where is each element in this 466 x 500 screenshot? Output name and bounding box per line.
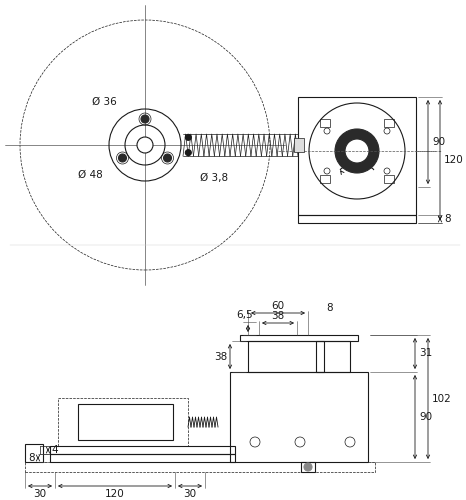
Bar <box>240 335 358 341</box>
Circle shape <box>141 115 149 123</box>
Text: 8: 8 <box>28 453 35 463</box>
Bar <box>248 341 350 372</box>
Bar <box>294 138 304 152</box>
Circle shape <box>185 134 192 140</box>
Circle shape <box>118 154 126 162</box>
Bar <box>320 175 330 183</box>
Text: 38: 38 <box>271 311 285 321</box>
Text: 30: 30 <box>184 489 197 499</box>
Text: 6,5: 6,5 <box>237 310 254 320</box>
Bar <box>58 398 188 446</box>
Bar <box>298 97 416 215</box>
Bar <box>384 119 394 127</box>
Text: 30: 30 <box>34 489 47 499</box>
Bar <box>25 462 375 472</box>
Text: 60: 60 <box>271 301 285 311</box>
Text: 90: 90 <box>419 412 432 422</box>
Text: 31: 31 <box>419 348 432 358</box>
Bar <box>384 175 394 183</box>
Text: 120: 120 <box>105 489 125 499</box>
Circle shape <box>185 150 192 156</box>
Text: 8: 8 <box>444 214 451 224</box>
Text: 38: 38 <box>214 352 227 362</box>
Text: 90: 90 <box>432 137 445 147</box>
Bar <box>298 215 416 223</box>
Bar <box>50 454 235 462</box>
Bar <box>316 341 324 372</box>
Text: Ø 3,8: Ø 3,8 <box>200 173 228 183</box>
Circle shape <box>335 129 379 173</box>
Text: 4: 4 <box>51 445 58 455</box>
Circle shape <box>164 154 171 162</box>
Text: 120: 120 <box>444 155 464 165</box>
Bar <box>230 372 368 462</box>
Text: 8: 8 <box>327 303 333 313</box>
Circle shape <box>137 137 153 153</box>
Text: Ø 48: Ø 48 <box>78 170 103 180</box>
Text: Ø 36: Ø 36 <box>92 97 117 107</box>
Bar <box>25 444 43 462</box>
Circle shape <box>345 139 369 163</box>
Bar <box>50 446 235 454</box>
Text: 102: 102 <box>432 394 452 404</box>
Bar <box>78 404 173 440</box>
Bar <box>301 462 315 472</box>
Bar <box>320 119 330 127</box>
Circle shape <box>304 463 312 471</box>
